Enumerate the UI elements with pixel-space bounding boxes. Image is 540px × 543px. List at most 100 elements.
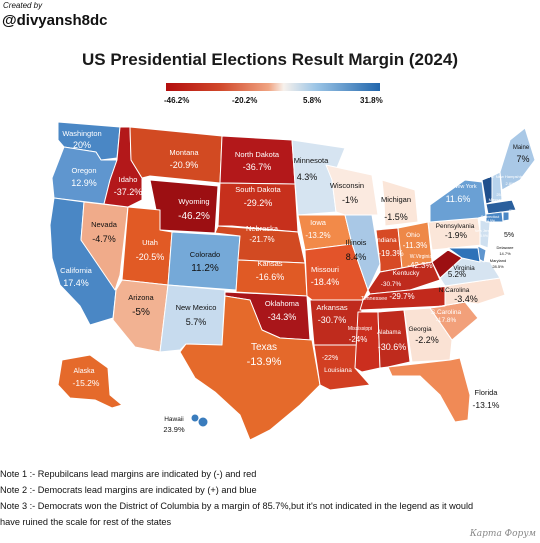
label-louisiana-margin: -22%	[322, 355, 338, 362]
label-pennsylvania-name: Pennsylvania	[436, 223, 475, 230]
state-north-dakota	[219, 135, 296, 185]
label-utah-name: Utah	[142, 238, 158, 247]
label-massachusetts-margin: 25.2%	[496, 192, 508, 197]
note-2: Note 2 :- Democrats lead margins are ind…	[0, 485, 257, 495]
label-wyoming-margin: -46.2%	[178, 211, 210, 222]
legend-tick-min: -46.2%	[164, 96, 190, 105]
label-tennessee-name: Tennessee	[361, 296, 388, 302]
label-illinois-name: Illinois	[346, 238, 367, 247]
label-arkansas-margin: -30.7%	[318, 315, 347, 325]
label-minnesota-name: Minnesota	[294, 156, 329, 165]
label-idaho-margin: -37.2%	[114, 187, 143, 197]
state-alaska	[57, 354, 123, 409]
state-maryland	[447, 247, 481, 263]
label-delaware-margin: 14.7%	[499, 251, 511, 256]
label-wisconsin-name: Wisconsin	[330, 181, 364, 190]
label-wisconsin-margin: -1%	[342, 195, 358, 205]
credit-label: Created by	[3, 1, 43, 10]
state-rhode-island	[502, 211, 510, 222]
label-pennsylvania-margin: -1.9%	[445, 230, 468, 240]
label-new-york-name: New York	[453, 184, 476, 190]
label-kansas-margin: -16.6%	[256, 272, 285, 282]
label-west-virginia-name: W.Virginia	[410, 254, 433, 260]
state-south-dakota	[217, 182, 299, 233]
label-minnesota-margin: 4.3%	[297, 172, 318, 182]
note-3-continued: have ruined the scale for rest of the st…	[0, 517, 172, 527]
label-washington-margin: 20%	[73, 140, 91, 150]
label-oklahoma-margin: -34.3%	[268, 312, 297, 322]
label-delaware-name: Delaware	[497, 245, 515, 250]
label-maryland-name: Maryland	[490, 258, 506, 263]
state-florida	[387, 357, 471, 423]
label-kansas-name: Kansas	[257, 259, 282, 268]
label-south-dakota-name: South Dakota	[235, 185, 281, 194]
state-connecticut	[485, 211, 504, 223]
map-title: US Presidential Elections Result Margin …	[81, 50, 458, 69]
label-michigan-margin: -1.5%	[384, 212, 408, 222]
label-texas-margin: -13.9%	[247, 356, 282, 368]
label-rhode-island-margin: 13.9%	[515, 214, 527, 219]
label-vermont-margin: 31.8%	[482, 174, 494, 179]
label-texas-name: Texas	[251, 342, 277, 353]
label-south-dakota-margin: -29.2%	[244, 198, 273, 208]
legend-tick-3: 5.8%	[303, 96, 322, 105]
notes-section: Note 1 :- Repubilcans lead margins are i…	[0, 466, 540, 530]
label-michigan-name: Michigan	[381, 195, 411, 204]
label-georgia-margin: -2.2%	[415, 335, 439, 345]
label-new-mexico-margin: 5.7%	[186, 317, 207, 327]
label-ohio-name: Ohio	[406, 232, 420, 239]
label-illinois-margin: 8.4%	[346, 252, 367, 262]
legend-tick-2: -20.2%	[232, 96, 258, 105]
label-new-york-margin: 11.6%	[446, 194, 471, 204]
state-michigan	[381, 179, 419, 227]
label-kentucky-name: Kentucky	[393, 270, 420, 277]
label-missouri-name: Missouri	[311, 265, 339, 274]
label-indiana-name: Indiana	[375, 237, 397, 244]
label-maine-margin: 7%	[516, 154, 529, 164]
state-hawaii-island	[197, 416, 209, 428]
label-nevada-name: Nevada	[91, 220, 118, 229]
label-kentucky-margin: -30.7%	[381, 281, 402, 288]
label-indiana-margin: -19.3%	[378, 249, 403, 258]
state-new-hampshire	[491, 171, 503, 203]
label-south-carolina-margin: -17.8%	[436, 317, 457, 324]
label-hawaii-name: Hawaii	[164, 416, 184, 423]
legend-color-bar	[166, 83, 380, 91]
label-west-virginia-margin: -42.3%	[407, 261, 432, 270]
label-oregon-name: Oregon	[71, 166, 96, 175]
label-california-margin: 17.4%	[63, 278, 89, 288]
label-north-carolina-name: N.Carolina	[439, 287, 470, 294]
label-virginia-margin: 5.2%	[448, 270, 466, 279]
label-new-mexico-name: New Mexico	[176, 303, 217, 312]
label-new-jersey-margin: 5.9%	[480, 234, 488, 238]
label-iowa-margin: -13.2%	[305, 231, 330, 240]
label-virginia-name: Virginia	[453, 265, 475, 272]
label-arkansas-name: Arkansas	[316, 303, 348, 312]
state-colorado	[167, 231, 241, 291]
label-missouri-margin: -18.4%	[311, 277, 340, 287]
state-illinois	[344, 214, 381, 291]
state-georgia	[403, 307, 453, 363]
label-alabama-name: Alabama	[377, 330, 401, 336]
note-1: Note 1 :- Repubilcans lead margins are i…	[0, 469, 257, 479]
label-nevada-margin: -4.7%	[92, 234, 116, 244]
label-tennessee-margin: -29.7%	[389, 292, 414, 301]
label-alaska-name: Alaska	[73, 368, 94, 375]
label-rhode-island-name: Rhode Island	[509, 208, 533, 213]
label-massachusetts-name: Massachusetts	[489, 197, 516, 202]
state-mississippi	[354, 311, 381, 373]
watermark: Карта Форум	[469, 529, 536, 539]
label-ohio-margin: -11.3%	[403, 241, 428, 250]
label-new-jersey-name: New Jersey	[475, 229, 494, 233]
label-new-hampshire-name: New Hampshire	[496, 174, 525, 179]
label-washington-name: Washington	[62, 129, 101, 138]
label-east-note: 5%	[504, 232, 514, 239]
label-florida-margin: -13.1%	[473, 400, 500, 410]
state-massachusetts	[485, 199, 517, 215]
label-vermont-name: Vermont	[481, 163, 497, 168]
label-hawaii-margin: 23.9%	[163, 425, 185, 434]
us-map: Washington 20% Oregon 12.9% California 1…	[49, 121, 536, 441]
note-3: Note 3 :- Democrats won the District of …	[0, 501, 474, 511]
label-wyoming-name: Wyoming	[178, 197, 209, 206]
label-north-carolina-margin: -3.4%	[454, 294, 478, 304]
